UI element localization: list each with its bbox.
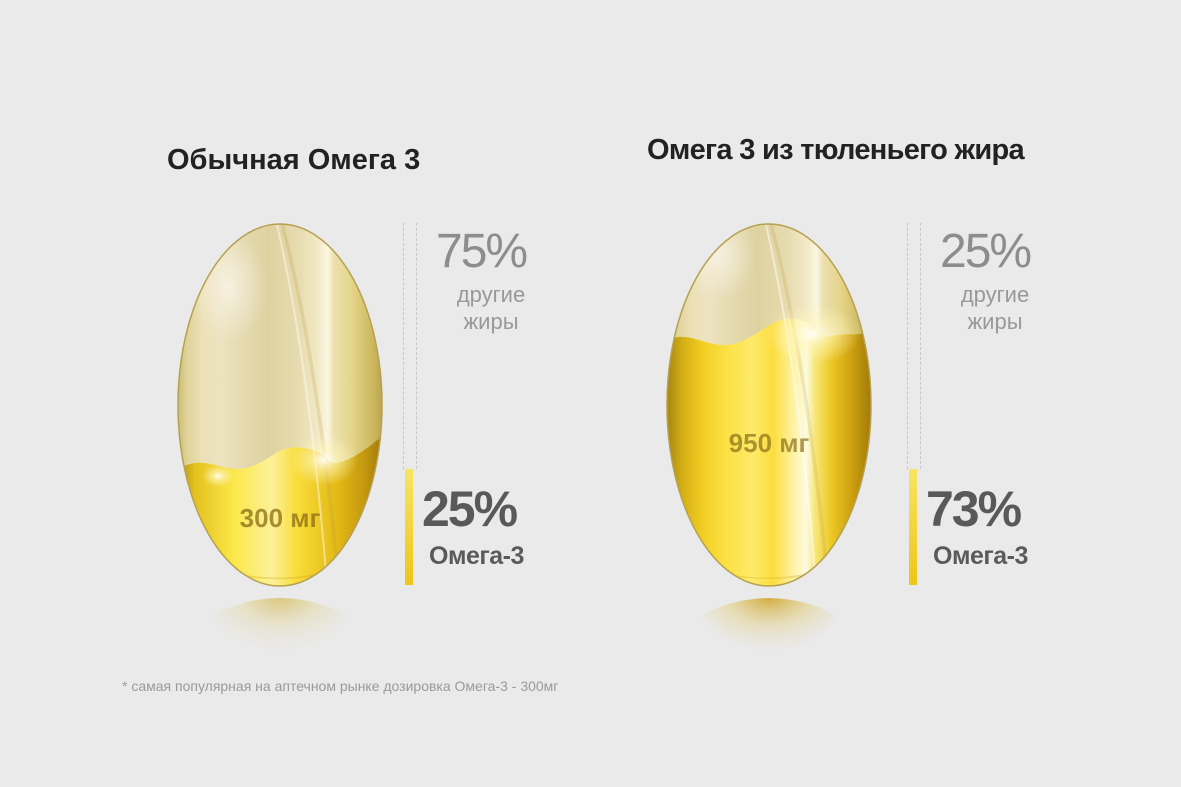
svg-text:950 мг: 950 мг xyxy=(729,428,810,458)
svg-text:300 мг: 300 мг xyxy=(240,503,321,533)
